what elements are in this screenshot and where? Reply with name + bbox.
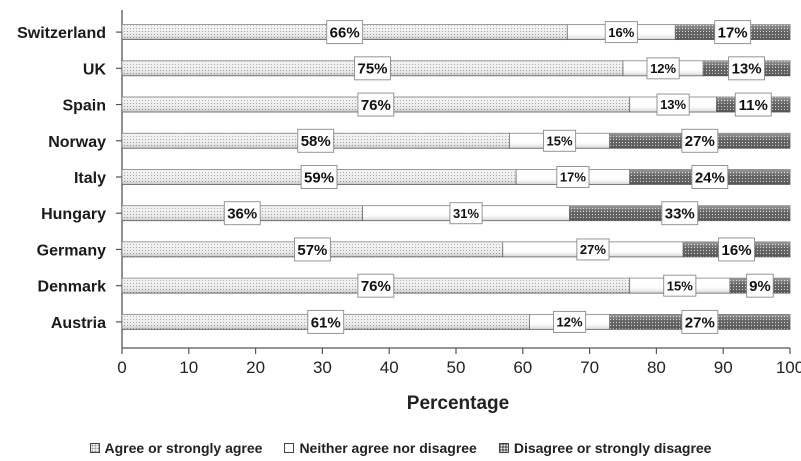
data-label-box <box>646 57 680 80</box>
x-tick-label: 20 <box>246 358 265 377</box>
data-label: 13% <box>660 97 686 112</box>
data-label: 33% <box>665 206 695 223</box>
data-label: 36% <box>227 206 257 223</box>
data-label: 9% <box>749 278 771 295</box>
data-label-box <box>357 92 395 117</box>
legend: Agree or strongly agree Neither agree no… <box>0 438 801 458</box>
data-label: 12% <box>650 61 676 76</box>
data-label-box <box>449 202 483 225</box>
data-label-box <box>293 237 331 262</box>
x-tick-label: 0 <box>117 358 126 377</box>
data-label: 27% <box>685 133 715 150</box>
data-label-box <box>681 309 719 334</box>
category-labels: Switzerland UK Spain Norway Italy Hungary Germ… <box>17 25 106 332</box>
legend-label-agree: Agree or strongly agree <box>104 440 263 456</box>
data-label: 24% <box>695 169 725 186</box>
data-label: 13% <box>732 61 762 78</box>
category-label: Norway <box>48 134 106 151</box>
category-label: Germany <box>37 242 106 259</box>
x-axis-title: Percentage <box>407 393 509 414</box>
data-label-box <box>746 273 774 298</box>
data-label: 15% <box>667 278 693 293</box>
data-label: 12% <box>557 315 583 330</box>
data-label: 17% <box>560 170 586 185</box>
data-label-box <box>691 165 729 189</box>
disagree-swatch-icon <box>498 443 509 453</box>
data-label-box <box>297 128 335 153</box>
category-label: UK <box>83 61 107 78</box>
category-label: Italy <box>74 170 106 187</box>
x-tick-label: 70 <box>580 358 599 377</box>
x-tick-label: 80 <box>647 358 666 377</box>
x-tick-label: 40 <box>380 358 399 377</box>
category-label: Austria <box>51 315 106 332</box>
agree-swatch-icon <box>89 443 100 453</box>
data-label-box <box>354 56 391 81</box>
legend-label-neither: Neither agree nor disagree <box>299 440 477 456</box>
data-label-box <box>714 20 752 45</box>
data-label-box <box>604 21 638 44</box>
data-label-box <box>556 166 590 188</box>
data-label-box <box>307 309 345 334</box>
data-label: 17% <box>718 25 748 42</box>
data-label: 16% <box>722 242 752 259</box>
data-label-box <box>357 273 395 298</box>
x-tick-label: 50 <box>447 358 466 377</box>
data-label-box <box>681 128 719 153</box>
data-label: 11% <box>739 97 768 114</box>
data-label: 58% <box>301 133 331 150</box>
legend-item-agree: Agree or strongly agree <box>89 440 263 456</box>
data-label-box <box>718 237 755 262</box>
data-label: 57% <box>297 242 327 259</box>
data-label-box <box>656 93 690 116</box>
x-tick-label: 30 <box>313 358 332 377</box>
data-label: 59% <box>304 169 334 186</box>
data-label: 76% <box>361 278 391 295</box>
category-label: Denmark <box>38 279 107 296</box>
neither-swatch-icon <box>284 443 295 453</box>
stacked-bar-chart: 0 10 20 30 40 50 60 70 80 90 100 66% 16% 17% 75% 12% 13… <box>17 10 801 414</box>
legend-item-disagree: Disagree or strongly disagree <box>498 440 712 456</box>
data-label: 31% <box>453 206 479 221</box>
data-label: 27% <box>685 314 715 331</box>
x-tick-label: 100 <box>776 358 801 377</box>
x-tick-label: 60 <box>513 358 532 377</box>
data-label-box <box>543 129 577 152</box>
data-label: 76% <box>361 97 391 114</box>
legend-item-neither: Neither agree nor disagree <box>284 440 477 456</box>
data-label-box <box>661 201 699 226</box>
category-label: Hungary <box>41 206 106 223</box>
x-tick-label: 10 <box>179 358 198 377</box>
data-label-box <box>326 20 364 45</box>
data-label: 27% <box>580 242 606 257</box>
data-label-box <box>576 238 610 261</box>
data-label: 66% <box>330 25 360 42</box>
data-label-box <box>553 310 587 333</box>
data-label-box <box>734 92 772 117</box>
data-label-box <box>728 56 765 81</box>
x-tick-label: 90 <box>714 358 733 377</box>
category-label: Spain <box>62 98 106 115</box>
data-label: 16% <box>608 25 634 40</box>
legend-label-disagree: Disagree or strongly disagree <box>513 440 712 456</box>
data-labels: 66% 16% 17% 75% 12% 13% 76% 13% 11% 58% 15% 27% 59% 1… <box>223 20 774 334</box>
category-label: Switzerland <box>17 25 106 42</box>
data-label: 75% <box>357 61 387 78</box>
x-axis: 0 10 20 30 40 50 60 70 80 90 100 <box>116 10 801 377</box>
data-label-box <box>300 165 338 189</box>
data-label: 15% <box>547 133 573 148</box>
data-label: 61% <box>311 314 341 331</box>
data-label-box <box>223 201 261 226</box>
data-label-box <box>663 274 697 297</box>
